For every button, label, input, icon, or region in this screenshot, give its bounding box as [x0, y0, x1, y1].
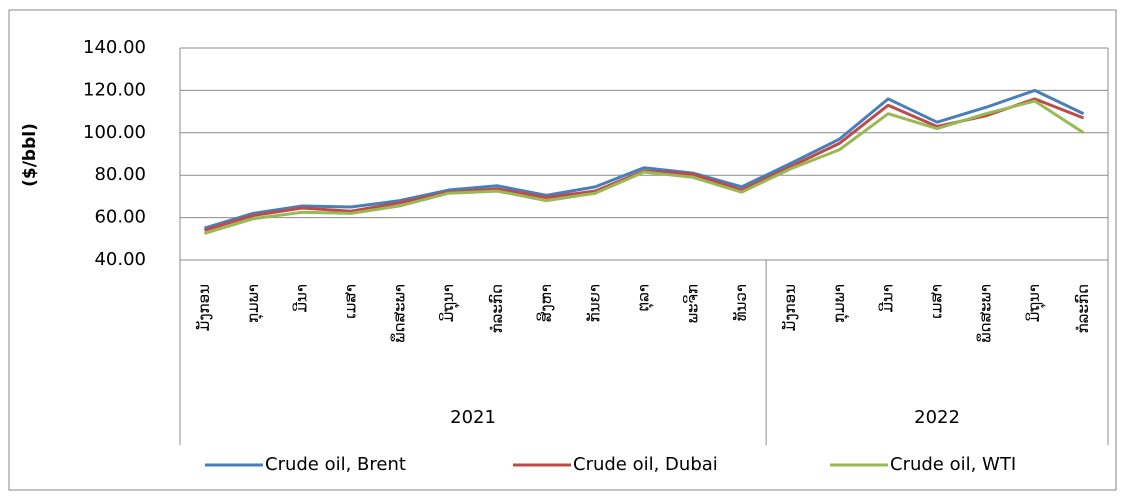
x-tick-label: ເມສາ — [341, 284, 359, 319]
x-tick-label: ພະຈິກ — [682, 284, 701, 323]
series-line — [203, 88, 1085, 230]
y-axis-label: ($/bbl) — [20, 123, 40, 187]
x-tick-label: ມັງກອນ — [194, 284, 213, 331]
x-tick-label: ມີນາ — [292, 284, 311, 313]
y-tick-label: 40.00 — [94, 249, 146, 270]
x-tick-label: ກັນຍາ — [585, 284, 604, 322]
x-tick-label: ສິງຫາ — [535, 284, 554, 322]
x-tick-label: ມິຖຸນາ — [1024, 284, 1046, 322]
group-label: 2021 — [450, 407, 496, 428]
group-label: 2022 — [914, 407, 960, 428]
legend-label: Crude oil, Brent — [265, 454, 406, 475]
legend-label: Crude oil, WTI — [890, 454, 1016, 475]
x-tick-label: ພຶດສະພາ — [389, 284, 408, 343]
x-tick-label: ກໍລະກົດ — [1073, 284, 1092, 333]
x-tick-label: ກໍລະກົດ — [487, 284, 506, 333]
x-tick-label: ກຸມພາ — [830, 284, 850, 323]
x-tick-label: ເມສາ — [928, 284, 946, 319]
series-line — [203, 99, 1085, 235]
legend-label: Crude oil, Dubai — [573, 454, 718, 475]
x-tick-label: ກຸມພາ — [244, 284, 264, 323]
y-tick-label: 80.00 — [94, 164, 146, 185]
x-tick-label: ມີນາ — [878, 284, 897, 313]
x-tick-label: ຕຸລາ — [635, 284, 655, 311]
y-tick-label: 100.00 — [83, 122, 146, 143]
x-tick-label: ມັງກອນ — [780, 284, 799, 331]
x-tick-label: ພຶດສະພາ — [975, 284, 994, 343]
x-tick-label: ມິຖຸນາ — [438, 284, 460, 322]
y-tick-label: 120.00 — [83, 79, 146, 100]
y-tick-label: 60.00 — [94, 207, 146, 228]
y-tick-label: 140.00 — [83, 37, 146, 58]
x-tick-label: ທັນວາ — [731, 284, 750, 321]
